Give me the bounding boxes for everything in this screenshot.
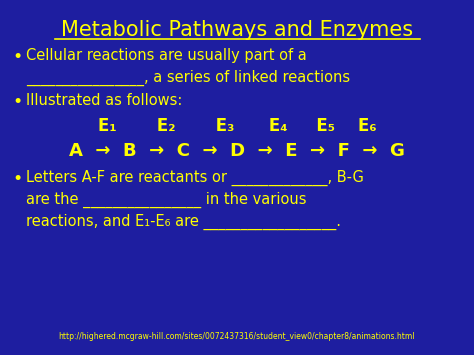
Text: E₁       E₂       E₃      E₄     E₅    E₆: E₁ E₂ E₃ E₄ E₅ E₆	[98, 117, 376, 135]
Text: are the ________________ in the various: are the ________________ in the various	[26, 192, 307, 208]
Text: reactions, and E₁-E₆ are __________________.: reactions, and E₁-E₆ are _______________…	[26, 214, 341, 230]
Text: ________________, a series of linked reactions: ________________, a series of linked rea…	[26, 70, 350, 86]
Text: •: •	[12, 170, 22, 188]
Text: Cellular reactions are usually part of a: Cellular reactions are usually part of a	[26, 48, 307, 63]
Text: Metabolic Pathways and Enzymes: Metabolic Pathways and Enzymes	[61, 20, 413, 40]
Text: •: •	[12, 93, 22, 111]
Text: A  →  B  →  C  →  D  →  E  →  F  →  G: A → B → C → D → E → F → G	[69, 142, 405, 160]
Text: http://highered.mcgraw-hill.com/sites/0072437316/student_view0/chapter8/animatio: http://highered.mcgraw-hill.com/sites/00…	[59, 332, 415, 341]
Text: •: •	[12, 48, 22, 66]
Text: Letters A-F are reactants or _____________, B-G: Letters A-F are reactants or ___________…	[26, 170, 364, 186]
Text: Illustrated as follows:: Illustrated as follows:	[26, 93, 182, 108]
